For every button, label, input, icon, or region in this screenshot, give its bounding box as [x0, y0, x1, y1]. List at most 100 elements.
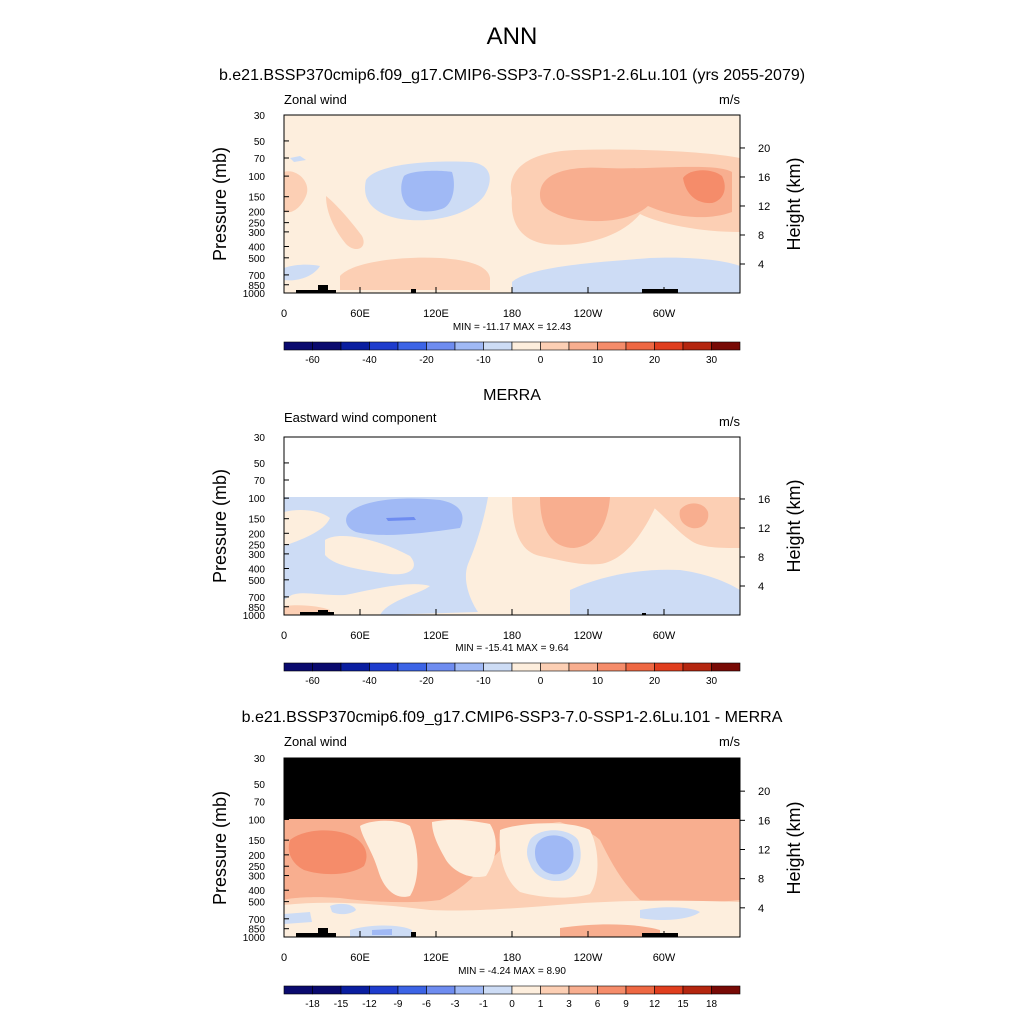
panel-3-mask-top	[284, 758, 740, 819]
colorbar-swatch	[597, 341, 627, 351]
panel-2-mask	[318, 610, 328, 615]
colorbar-label: -18	[305, 999, 320, 1010]
panel-3-field	[284, 758, 740, 937]
colorbar-label: -1	[479, 999, 488, 1010]
colorbar-swatch	[369, 985, 399, 995]
height-tick-label: 4	[758, 581, 764, 593]
pressure-tick-label: 70	[254, 154, 266, 165]
pressure-tick-label: 700	[248, 593, 265, 604]
panel-2-positive-region	[284, 510, 330, 546]
longitude-tick-label: 180	[503, 952, 521, 964]
pressure-tick-label: 700	[248, 271, 265, 282]
panel-3-stats: MIN = -4.24 MAX = 8.90	[458, 966, 566, 977]
panel-3-colorbar: -18 -15 -12 -9 -6 -3 -1 0 1 3 6 9 12 15 18	[283, 985, 741, 1010]
colorbar-label: 12	[649, 999, 661, 1010]
colorbar-label: 1	[538, 999, 544, 1010]
pressure-tick-label: 500	[248, 898, 265, 909]
colorbar-label: -60	[305, 355, 320, 366]
panel-3-negative-region	[640, 907, 700, 920]
colorbar-swatch	[711, 662, 741, 672]
colorbar-swatch	[625, 662, 655, 672]
colorbar-swatch	[654, 341, 684, 351]
panel-1-axes: 3050701001502002503004005007008501000481…	[243, 111, 771, 320]
panel-2-left-label: Eastward wind component	[284, 410, 437, 425]
panel-3-neutral-region	[360, 820, 418, 897]
panel-1-positive-region	[326, 196, 364, 250]
colorbar-swatch	[454, 662, 484, 672]
height-tick-label: 20	[758, 143, 770, 155]
pressure-tick-label: 300	[248, 550, 265, 561]
colorbar-label: -10	[476, 676, 491, 687]
panel-1-stats: MIN = -11.17 MAX = 12.43	[453, 322, 572, 333]
longitude-tick-label: 60W	[653, 630, 676, 642]
panel-2-positive-region	[325, 535, 414, 575]
panel-2-mask	[300, 612, 334, 615]
pressure-tick-label: 500	[248, 576, 265, 587]
pressure-tick-label: 250	[248, 219, 265, 230]
colorbar-label: 3	[566, 999, 572, 1010]
colorbar-label: -3	[451, 999, 460, 1010]
colorbar-swatch	[369, 341, 399, 351]
colorbar-label: 10	[592, 355, 604, 366]
colorbar-label: -60	[305, 676, 320, 687]
panel-2-ylabel-right: Height (km)	[784, 479, 804, 572]
longitude-tick-label: 120E	[423, 308, 449, 320]
panel-1-negative-region	[290, 156, 306, 162]
panel-1-ylabel: Pressure (mb)	[210, 147, 230, 261]
colorbar-swatch	[597, 985, 627, 995]
colorbar-label: -15	[334, 999, 349, 1010]
colorbar-label: 0	[538, 355, 544, 366]
panel-1-positive-region	[284, 171, 308, 213]
pressure-tick-label: 30	[254, 111, 266, 122]
panel-3-mask	[296, 933, 336, 937]
colorbar-swatch	[454, 341, 484, 351]
colorbar-swatch	[312, 341, 342, 351]
panel-1-mask	[642, 289, 678, 293]
panel-3-neutral-region	[432, 819, 496, 878]
colorbar-label: -40	[362, 676, 377, 687]
panel-2-colorbar: -60 -40 -20 -10 0 10 20 30	[283, 662, 741, 687]
colorbar-swatch	[312, 985, 342, 995]
longitude-tick-label: 180	[503, 630, 521, 642]
longitude-tick-label: 60E	[350, 308, 370, 320]
colorbar-swatch	[283, 985, 313, 995]
colorbar-swatch	[397, 662, 427, 672]
panel-3-mask	[318, 928, 328, 937]
panel-1-negative-region	[401, 170, 454, 212]
pressure-tick-label: 400	[248, 564, 265, 575]
pressure-tick-label: 30	[254, 433, 266, 444]
panel-3-ylabel-right: Height (km)	[784, 801, 804, 894]
longitude-tick-label: 120W	[574, 308, 603, 320]
colorbar-swatch	[568, 662, 598, 672]
panel-3-negative-region	[284, 912, 312, 924]
longitude-tick-label: 60W	[653, 308, 676, 320]
pressure-tick-label: 150	[248, 836, 265, 847]
panel-1-mask	[318, 285, 328, 293]
colorbar-swatch	[426, 341, 456, 351]
colorbar-swatch	[483, 341, 513, 351]
pressure-tick-label: 50	[254, 459, 266, 470]
panel-1-mask	[296, 290, 336, 293]
pressure-tick-label: 300	[248, 872, 265, 883]
colorbar-label: -20	[419, 355, 434, 366]
colorbar-swatch	[682, 985, 712, 995]
colorbar-swatch	[568, 985, 598, 995]
pressure-tick-label: 250	[248, 541, 265, 552]
panel-2-units: m/s	[719, 414, 740, 429]
panel-3-mask	[411, 932, 416, 937]
colorbar-swatch	[540, 662, 570, 672]
height-tick-label: 8	[758, 874, 764, 886]
pressure-tick-label: 850	[248, 603, 265, 614]
pressure-tick-label: 400	[248, 886, 265, 897]
panel-2-stats: MIN = -15.41 MAX = 9.64	[455, 643, 569, 654]
height-tick-label: 16	[758, 494, 770, 506]
pressure-tick-label: 150	[248, 515, 265, 526]
panel-3-left-label: Zonal wind	[284, 734, 347, 749]
panel-1: b.e21.BSSP370cmip6.f09_g17.CMIP6-SSP3-7.…	[210, 67, 805, 366]
colorbar-swatch	[369, 662, 399, 672]
colorbar-label: 0	[509, 999, 515, 1010]
panel-3-mask	[642, 933, 678, 937]
pressure-tick-label: 700	[248, 915, 265, 926]
